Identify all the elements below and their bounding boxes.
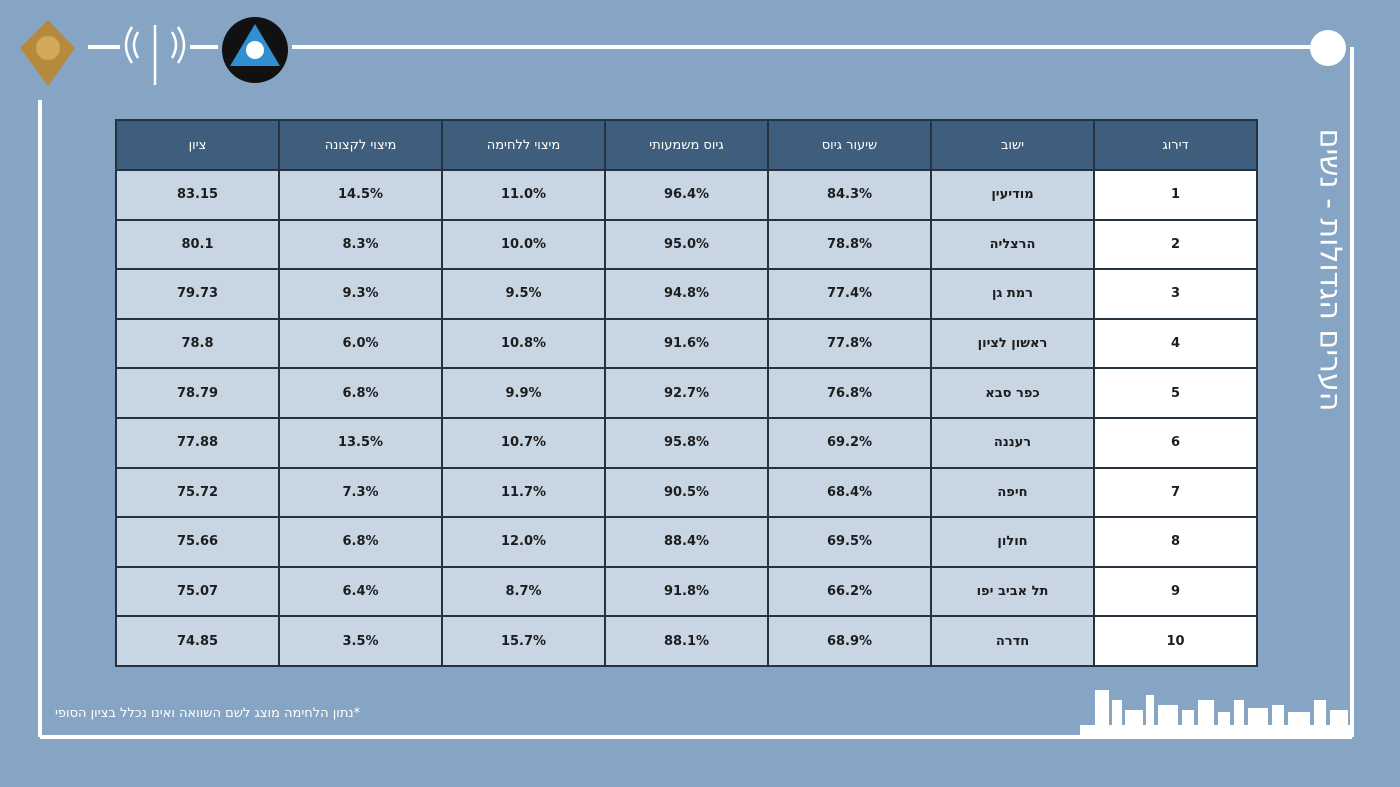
header-cell: ישוב (930, 119, 1095, 171)
table-cell: 80.1 (115, 218, 280, 271)
table-cell: 5 (1093, 367, 1258, 419)
table-cell: 4 (1093, 317, 1258, 370)
table-cell: 77.4% (767, 268, 932, 320)
table-row: 10 חדרה 68.9% 88.1% 15.7% 3.5% 74.85 (115, 615, 1258, 667)
table-cell: הרצליה (930, 218, 1095, 271)
header-cell: ציון (115, 119, 280, 171)
header-cell: מיצוי ללחימה (441, 119, 606, 171)
table-row: 3 רמת גן 77.4% 94.8% 9.5% 9.3% 79.73 (115, 268, 1258, 320)
table-cell: 83.15 (115, 169, 280, 221)
table-cell: ראשון לציון (930, 317, 1095, 370)
table-cell: 75.72 (115, 466, 280, 519)
header-cell: דירוג (1093, 119, 1258, 171)
table-cell: 78.8 (115, 317, 280, 370)
header-row: דירוג ישוב שיעור גיוס גיוס משמעותי מיצוי ללח… (115, 119, 1258, 171)
table-cell: 3 (1093, 268, 1258, 320)
header-cell: מיצוי לקצונה (278, 119, 443, 171)
table-cell: 91.6% (604, 317, 769, 370)
logo-signal (124, 25, 186, 85)
table-cell: 12.0% (441, 516, 606, 568)
table-cell: 78.79 (115, 367, 280, 419)
header-cell: גיוס משמעותי (604, 119, 769, 171)
table-row: 2 הרצליה 78.8% 95.0% 10.0% 8.3% 80.1 (115, 218, 1258, 271)
table-cell: 3.5% (278, 615, 443, 667)
table-row: 4 ראשון לציון 77.8% 91.6% 10.8% 6.0% 78.8 (115, 317, 1258, 370)
table-cell: 75.07 (115, 565, 280, 618)
table-cell: תל אביב יפו (930, 565, 1095, 618)
table-cell: 6 (1093, 416, 1258, 469)
table-cell: 1 (1093, 169, 1258, 221)
skyline (1080, 690, 1352, 737)
footnote: *נתון הלחימה מוצג לשם השוואה ואינו נכלל … (55, 706, 361, 721)
table-cell: 68.4% (767, 466, 932, 519)
table-cell: 9.5% (441, 268, 606, 320)
table-cell: 76.8% (767, 367, 932, 419)
table-cell: 95.8% (604, 416, 769, 469)
table-cell: 14.5% (278, 169, 443, 221)
corner-dot (1310, 30, 1346, 66)
table-body: 1 מודיעין 84.3% 96.4% 11.0% 14.5% 83.15 2 הרצליה… (115, 169, 1258, 667)
table-cell: חדרה (930, 615, 1095, 667)
table-row: 8 חולון 69.5% 88.4% 12.0% 6.8% 75.66 (115, 516, 1258, 568)
logo-idf (20, 20, 75, 86)
table-row: 7 חיפה 68.4% 90.5% 11.7% 7.3% 75.72 (115, 466, 1258, 519)
table-cell: 66.2% (767, 565, 932, 618)
table-cell: 78.8% (767, 218, 932, 271)
table-cell: 6.4% (278, 565, 443, 618)
table-cell: 15.7% (441, 615, 606, 667)
table-cell: 84.3% (767, 169, 932, 221)
table-row: 6 רעננה 69.2% 95.8% 10.7% 13.5% 77.88 (115, 416, 1258, 469)
table-cell: רעננה (930, 416, 1095, 469)
table-cell: מודיעין (930, 169, 1095, 221)
logo-unit (222, 17, 288, 83)
table-cell: 69.2% (767, 416, 932, 469)
table-cell: 11.7% (441, 466, 606, 519)
table-cell: 6.8% (278, 516, 443, 568)
table-cell: 9.9% (441, 367, 606, 419)
table-cell: 95.0% (604, 218, 769, 271)
table-cell: 94.8% (604, 268, 769, 320)
table-cell: 77.88 (115, 416, 280, 469)
table-cell: 92.7% (604, 367, 769, 419)
table-row: 9 תל אביב יפו 66.2% 91.8% 8.7% 6.4% 75.07 (115, 565, 1258, 618)
table-cell: 79.73 (115, 268, 280, 320)
table-cell: חולון (930, 516, 1095, 568)
table-cell: 6.0% (278, 317, 443, 370)
table-cell: 88.1% (604, 615, 769, 667)
table-cell: 10 (1093, 615, 1258, 667)
table-cell: 96.4% (604, 169, 769, 221)
table-cell: 69.5% (767, 516, 932, 568)
table-cell: 2 (1093, 218, 1258, 271)
table-cell: רמת גן (930, 268, 1095, 320)
ranking-table: דירוג ישוב שיעור גיוס גיוס משמעותי מיצוי ללח… (115, 119, 1258, 667)
table-cell: כפר סבא (930, 367, 1095, 419)
table-cell: 8.3% (278, 218, 443, 271)
table-cell: 10.7% (441, 416, 606, 469)
table-cell: 74.85 (115, 615, 280, 667)
table-cell: 7 (1093, 466, 1258, 519)
table-cell: 9.3% (278, 268, 443, 320)
table-cell: חיפה (930, 466, 1095, 519)
table-cell: 68.9% (767, 615, 932, 667)
table-cell: 8.7% (441, 565, 606, 618)
table-cell: 10.8% (441, 317, 606, 370)
table-cell: 8 (1093, 516, 1258, 568)
table-cell: 9 (1093, 565, 1258, 618)
table-row: 1 מודיעין 84.3% 96.4% 11.0% 14.5% 83.15 (115, 169, 1258, 221)
table-cell: 7.3% (278, 466, 443, 519)
table-cell: 10.0% (441, 218, 606, 271)
slide-title: הערים הגדולות - נשים (1312, 128, 1348, 412)
table-cell: 88.4% (604, 516, 769, 568)
header-cell: שיעור גיוס (767, 119, 932, 171)
table-cell: 91.8% (604, 565, 769, 618)
table-row: 5 כפר סבא 76.8% 92.7% 9.9% 6.8% 78.79 (115, 367, 1258, 419)
table-cell: 77.8% (767, 317, 932, 370)
table-cell: 90.5% (604, 466, 769, 519)
table-cell: 11.0% (441, 169, 606, 221)
table-cell: 13.5% (278, 416, 443, 469)
table-cell: 75.66 (115, 516, 280, 568)
table-cell: 6.8% (278, 367, 443, 419)
